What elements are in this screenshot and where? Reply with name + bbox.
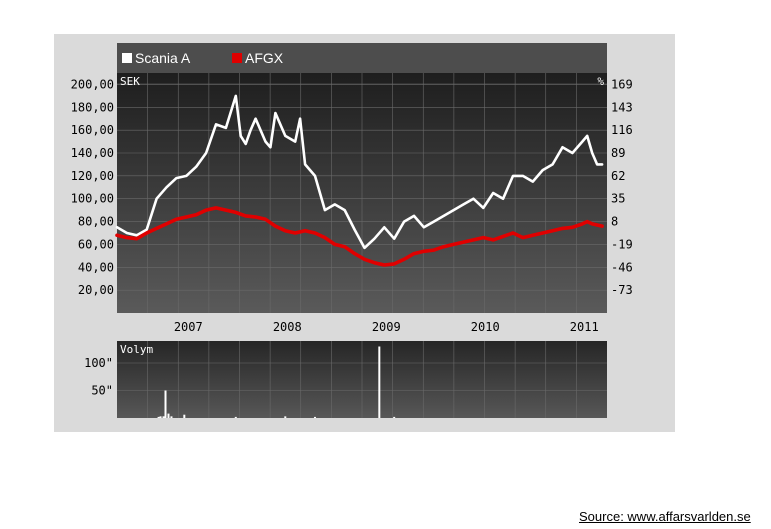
chart-legend: Scania A AFGX: [117, 43, 607, 73]
x-tick-label: 2007: [174, 320, 203, 334]
grid-lines: [117, 73, 607, 313]
y-tick-label-right: 169: [611, 77, 633, 91]
y-tick-label-left: 160,00: [71, 123, 114, 137]
y-tick-label-right: -46: [611, 260, 633, 274]
y-tick-label-right: 143: [611, 100, 633, 114]
y-tick-label-right: -19: [611, 237, 633, 251]
y-tick-label-left: 180,00: [71, 100, 114, 114]
series-line-afgx: [115, 206, 604, 267]
y-tick-label-right: 62: [611, 169, 625, 183]
y-tick-label-right: 35: [611, 192, 625, 206]
y-tick-label-left: 20,00: [78, 283, 114, 297]
y-tick-label-left: 60,00: [78, 237, 114, 251]
y-tick-label-right: 8: [611, 215, 618, 229]
y-tick-label-right: 89: [611, 146, 625, 160]
y-tick-label-right: 116: [611, 123, 633, 137]
legend-label-scania: Scania A: [135, 50, 191, 66]
series-line-scania: [115, 94, 604, 250]
y-tick-label-left: 140,00: [71, 146, 114, 160]
y-tick-label-left: 200,00: [71, 77, 114, 91]
x-tick-label: 2011: [570, 320, 599, 334]
source-link[interactable]: Source: www.affarsvarlden.se: [579, 509, 751, 524]
price-chart: SEK % 200,00 180,00 160,00 140,00 120,00 100,00…: [71, 73, 633, 334]
y-tick-label-left: 80,00: [78, 215, 114, 229]
y-tick-label-left: 40,00: [78, 260, 114, 274]
left-axis-unit: SEK: [120, 75, 140, 88]
x-tick-label: 2008: [273, 320, 302, 334]
y-tick-label-right: -73: [611, 283, 633, 297]
legend-swatch-afgx: [232, 53, 242, 63]
legend-label-afgx: AFGX: [245, 50, 284, 66]
x-tick-label: 2010: [471, 320, 500, 334]
right-axis-unit: %: [597, 75, 604, 88]
legend-swatch-scania: [122, 53, 132, 63]
y-tick-label-left: 100,00: [71, 192, 114, 206]
x-tick-label: 2009: [372, 320, 401, 334]
y-tick-label-left: 120,00: [71, 169, 114, 183]
